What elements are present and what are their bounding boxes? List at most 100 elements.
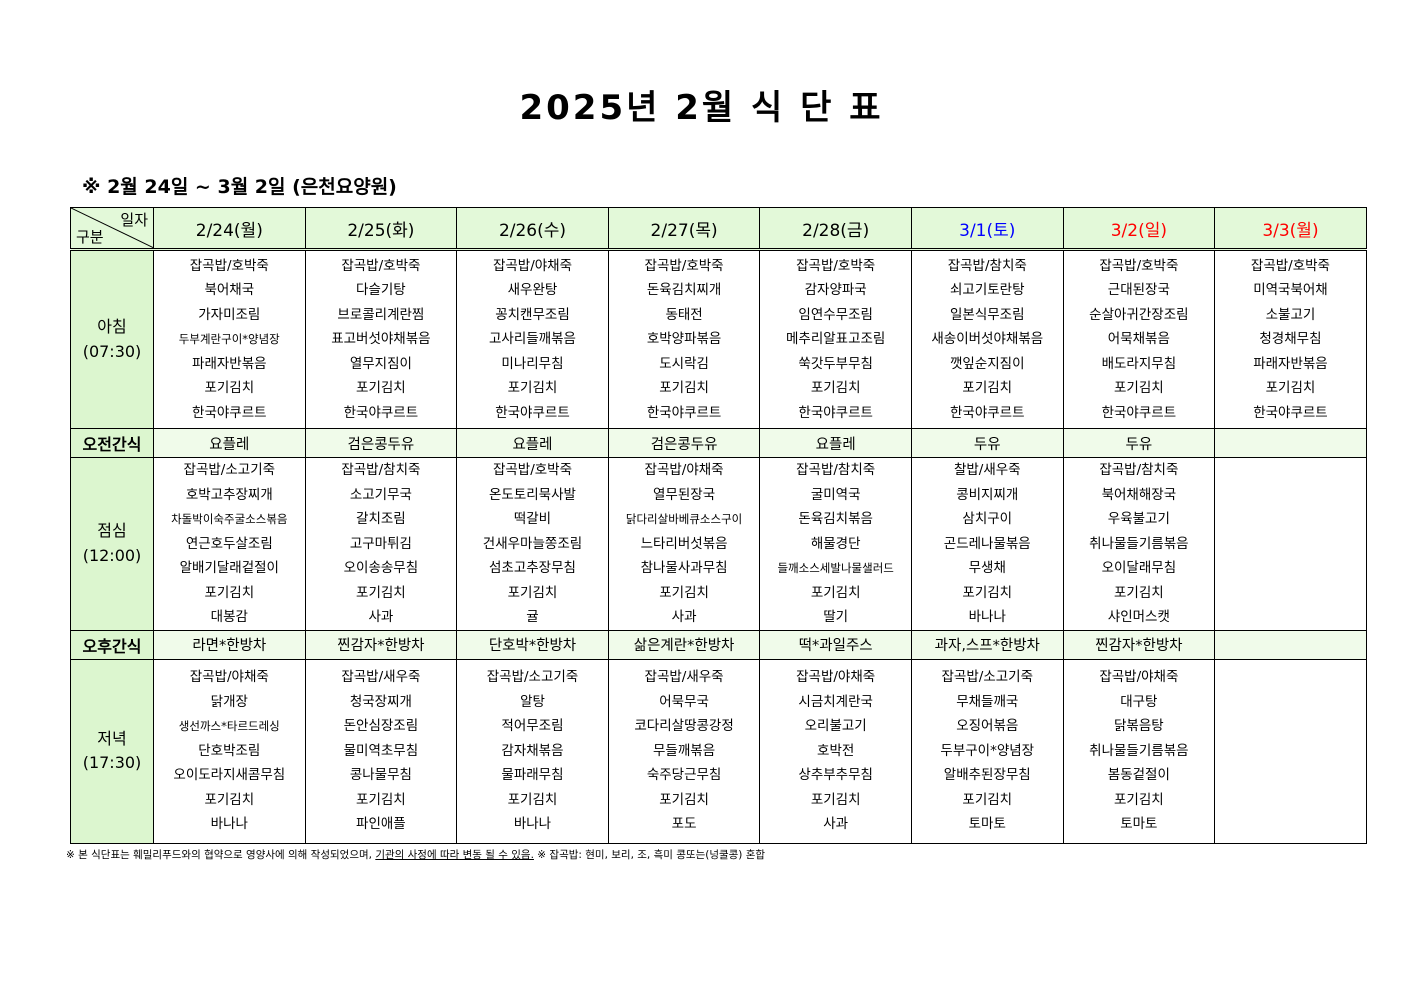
snack-cell xyxy=(1214,629,1367,660)
menu-item: 호박고추장찌개 xyxy=(185,486,273,503)
menu-item: 돈육김치볶음 xyxy=(798,511,873,527)
menu-cell: 잡곡밥/야채죽 새우완탕 꽁치캔무조림 고사리들깨볶음 미나리무침 포기김치 한국야쿠르트 xyxy=(456,249,609,429)
day-header: 2/24(월) xyxy=(153,207,306,251)
menu-item: 온도토리묵사발 xyxy=(489,486,576,503)
menu-item: 다슬기탕 xyxy=(356,282,406,299)
menu-item: 브로콜리계란찜 xyxy=(337,306,425,323)
menu-item: 잡곡밥/새우죽 xyxy=(341,669,421,686)
menu-cell: 잡곡밥/야채죽 대구탕 닭볶음탕 취나물들기름볶음 봄동겉절이 포기김치 토마토 xyxy=(1062,658,1216,844)
menu-item: 닭개장 xyxy=(210,693,248,710)
menu-cell: 잡곡밥/소고기죽 알탕 적어무조림 감자채볶음 물파래무침 포기김치 바나나 xyxy=(456,658,609,844)
menu-cell: 잡곡밥/호박죽 감자양파국 임연수무조림 메추리알표고조림 쑥갓두부무침 포기김치 한국야쿠… xyxy=(759,249,912,429)
snack-cell: 찐감자*한방차 xyxy=(1062,629,1216,660)
menu-item: 포기김치 xyxy=(204,380,255,397)
menu-item: 잡곡밥/소고기죽 xyxy=(486,669,579,686)
menu-item: 한국야쿠르트 xyxy=(950,404,1025,421)
menu-item: 포기김치 xyxy=(659,791,709,808)
menu-item: 대구탕 xyxy=(1120,693,1158,710)
menu-cell: 잡곡밥/소고기죽 무채들깨국 오징어볶음 두부구이*양념장 알배추된장무침 포기김치 토마토 xyxy=(910,658,1064,844)
snack-cell: 두유 xyxy=(910,428,1064,458)
menu-item: 표고버섯야채볶음 xyxy=(331,331,431,348)
menu-item: 포기김치 xyxy=(204,791,255,808)
menu-item: 근대된장국 xyxy=(1107,282,1170,299)
menu-item: 포기김치 xyxy=(507,380,558,397)
menu-item: 일본식무조림 xyxy=(950,306,1025,323)
menu-item: 돈육김치찌개 xyxy=(646,282,722,299)
menu-item: 고사리들깨볶음 xyxy=(489,331,576,348)
menu-item: 바나나 xyxy=(513,816,552,833)
menu-item: 순살아귀간장조림 xyxy=(1089,306,1189,323)
menu-item: 상추부추무침 xyxy=(798,767,873,784)
snack-cell xyxy=(1214,428,1367,458)
menu-item: 감자채볶음 xyxy=(501,742,564,759)
menu-item: 어묵무국 xyxy=(659,693,709,710)
meal-time: (17:30) xyxy=(82,753,142,772)
menu-item: 물파래무침 xyxy=(501,767,564,784)
menu-item: 잡곡밥/참치죽 xyxy=(947,257,1027,274)
menu-item: 바나나 xyxy=(210,816,248,833)
menu-item: 새우완탕 xyxy=(507,282,558,299)
menu-item: 잡곡밥/호박죽 xyxy=(1099,257,1179,274)
snack-cell: 단호박*한방차 xyxy=(456,629,609,660)
menu-item: 물미역초무침 xyxy=(343,742,419,759)
menu-item: 임연수무조림 xyxy=(798,306,873,323)
menu-item: 무생채 xyxy=(968,560,1006,576)
date-range-subtitle: ※ 2월 24일 ~ 3월 2일 (은천요양원) xyxy=(82,176,397,198)
menu-item: 포기김치 xyxy=(810,791,861,808)
menu-item: 닭볶음탕 xyxy=(1114,718,1164,735)
menu-item: 오징어볶음 xyxy=(956,718,1019,735)
menu-cell: 잡곡밥/참치죽 북어채해장국 우육불고기 취나물들기름볶음 오이달래무침 포기김치 샤인머스… xyxy=(1062,457,1216,631)
menu-item: 한국야쿠르트 xyxy=(343,404,419,421)
menu-item: 포기김치 xyxy=(1265,380,1316,397)
menu-item: 시금치계란국 xyxy=(798,693,873,710)
meal-label: 아침 (07:30) xyxy=(70,249,154,429)
menu-item: 잡곡밥/호박죽 xyxy=(796,257,876,274)
menu-item: 포기김치 xyxy=(1114,791,1164,808)
menu-item: 새송이버섯야채볶음 xyxy=(931,331,1044,348)
menu-item: 곤드레나물볶음 xyxy=(943,535,1031,552)
menu-item: 사과 xyxy=(368,609,394,625)
footnote-underlined: 기관의 사정에 따라 변동 될 수 있음. xyxy=(375,849,534,861)
snack-label: 오후간식 xyxy=(70,629,154,660)
meal-row: 아침 (07:30) 잡곡밥/호박죽 북어채국 가자미조림 두부계란구이*양념장 파래자반볶… xyxy=(70,249,1367,429)
menu-item: 포기김치 xyxy=(810,584,861,601)
snack-cell: 찐감자*한방차 xyxy=(304,629,458,660)
menu-item: 포기김치 xyxy=(810,380,861,397)
menu-item: 열무지짐이 xyxy=(349,355,412,372)
menu-item: 한국야쿠르트 xyxy=(1253,404,1328,421)
menu-item: 동태전 xyxy=(665,306,703,323)
snack-cell: 라면*한방차 xyxy=(153,629,306,660)
menu-item: 깻잎순지짐이 xyxy=(950,355,1025,372)
snack-cell: 요플레 xyxy=(456,428,609,458)
menu-item: 포기김치 xyxy=(659,584,709,601)
menu-item: 청국장찌개 xyxy=(349,693,412,710)
menu-cell xyxy=(1214,457,1367,631)
menu-item: 우육불고기 xyxy=(1107,511,1170,527)
menu-item: 포기김치 xyxy=(962,791,1013,808)
menu-cell: 잡곡밥/새우죽 청국장찌개 돈안심장조림 물미역초무침 콩나물무침 포기김치 파인애플 xyxy=(304,658,458,844)
menu-item: 잡곡밥/야채죽 xyxy=(492,257,573,274)
menu-cell: 잡곡밥/호박죽 근대된장국 순살아귀간장조림 어묵채볶음 배도라지무침 포기김치 한국야쿠르… xyxy=(1062,249,1216,429)
snack-row: 오전간식 요플레 검은콩두유 요플레 검은콩두유 요플레 두유 두유 xyxy=(70,428,1367,458)
snack-cell: 검은콩두유 xyxy=(304,428,458,458)
snack-cell: 요플레 xyxy=(759,428,912,458)
menu-item: 소고기무국 xyxy=(349,486,412,503)
day-header: 2/26(수) xyxy=(456,207,609,251)
menu-item: 파래자반볶음 xyxy=(192,355,267,372)
menu-item: 잡곡밥/새우죽 xyxy=(644,669,724,686)
menu-cell: 잡곡밥/호박죽 온도토리묵사발 떡갈비 건새우마늘쫑조림 섬초고추장무침 포기김치 귤 xyxy=(456,457,609,631)
menu-item: 오이송송무침 xyxy=(343,560,419,576)
menu-item: 봄동겉절이 xyxy=(1107,767,1170,784)
menu-item: 미나리무침 xyxy=(501,355,564,372)
menu-item: 닭다리살바베큐소스구이 xyxy=(625,512,743,526)
menu-item: 쑥갓두부무침 xyxy=(798,355,873,372)
header-row: 일자 구분 2/24(월) 2/25(화) 2/26(수) 2/27(목) 2/28(금) 3… xyxy=(70,207,1367,251)
snack-cell: 과자,스프*한방차 xyxy=(910,629,1064,660)
menu-item: 메추리알표고조림 xyxy=(785,331,886,348)
menu-item: 잡곡밥/참치죽 xyxy=(341,462,421,478)
menu-item: 포기김치 xyxy=(356,380,406,397)
meal-time: (12:00) xyxy=(82,545,142,565)
footnote-text: ※ 본 식단표는 훼밀리푸드와의 협약으로 영양사에 의해 작성되었으며, xyxy=(66,849,376,861)
menu-item: 포기김치 xyxy=(356,584,406,601)
snack-cell: 삶은계란*한방차 xyxy=(607,629,761,660)
